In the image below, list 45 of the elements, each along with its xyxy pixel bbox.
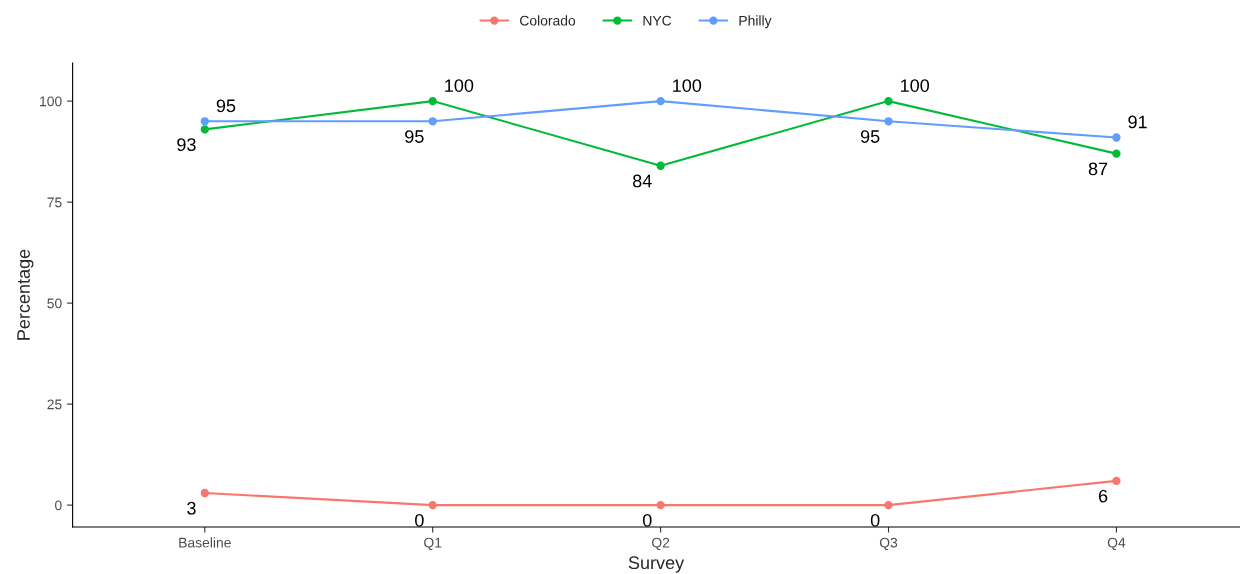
point (428, 96, 437, 106)
point (884, 117, 893, 126)
x-axis-title: Survey (628, 556, 685, 573)
point (428, 117, 437, 126)
point (200, 488, 209, 498)
data-label: 84 (632, 174, 652, 188)
y-axis-title: Percentage (17, 249, 34, 340)
point (656, 96, 665, 106)
data-label: 95 (216, 99, 236, 113)
y-tick-label: 75 (47, 197, 62, 208)
x-tick-label: Q1 (424, 537, 442, 551)
x-tick-label: Q2 (652, 537, 670, 551)
data-label: 95 (405, 130, 424, 143)
data-label: 100 (901, 79, 930, 92)
y-tick-label: 25 (47, 399, 62, 410)
data-label: 0 (415, 513, 424, 527)
x-tick-label: Q3 (879, 537, 898, 551)
data-label: 91 (1128, 115, 1147, 129)
data-label: 93 (177, 138, 196, 151)
point (1112, 476, 1121, 486)
data-label: 6 (1098, 489, 1108, 503)
point (1112, 133, 1121, 142)
point (656, 500, 665, 510)
point (1112, 149, 1121, 158)
point (884, 96, 893, 106)
data-label: 100 (673, 79, 702, 92)
data-label: 95 (860, 130, 880, 143)
x-tick-label: Baseline (179, 537, 231, 548)
legend-label: NYC (643, 15, 672, 26)
legend-label: Philly (739, 15, 772, 29)
x-tick-label: Q4 (1107, 537, 1126, 551)
point (884, 500, 893, 510)
y-tick-label: 0 (55, 500, 62, 511)
point (200, 117, 209, 126)
point (656, 161, 665, 170)
data-label: 100 (445, 79, 474, 92)
data-label: 0 (642, 513, 652, 527)
y-tick-label: 50 (47, 298, 62, 309)
point (200, 125, 209, 134)
data-label: 0 (870, 513, 880, 527)
point (428, 500, 437, 510)
data-label: 87 (1088, 162, 1108, 176)
data-label: 3 (187, 501, 196, 515)
y-tick-label: 100 (40, 96, 62, 107)
legend-label: Colorado (520, 15, 576, 26)
